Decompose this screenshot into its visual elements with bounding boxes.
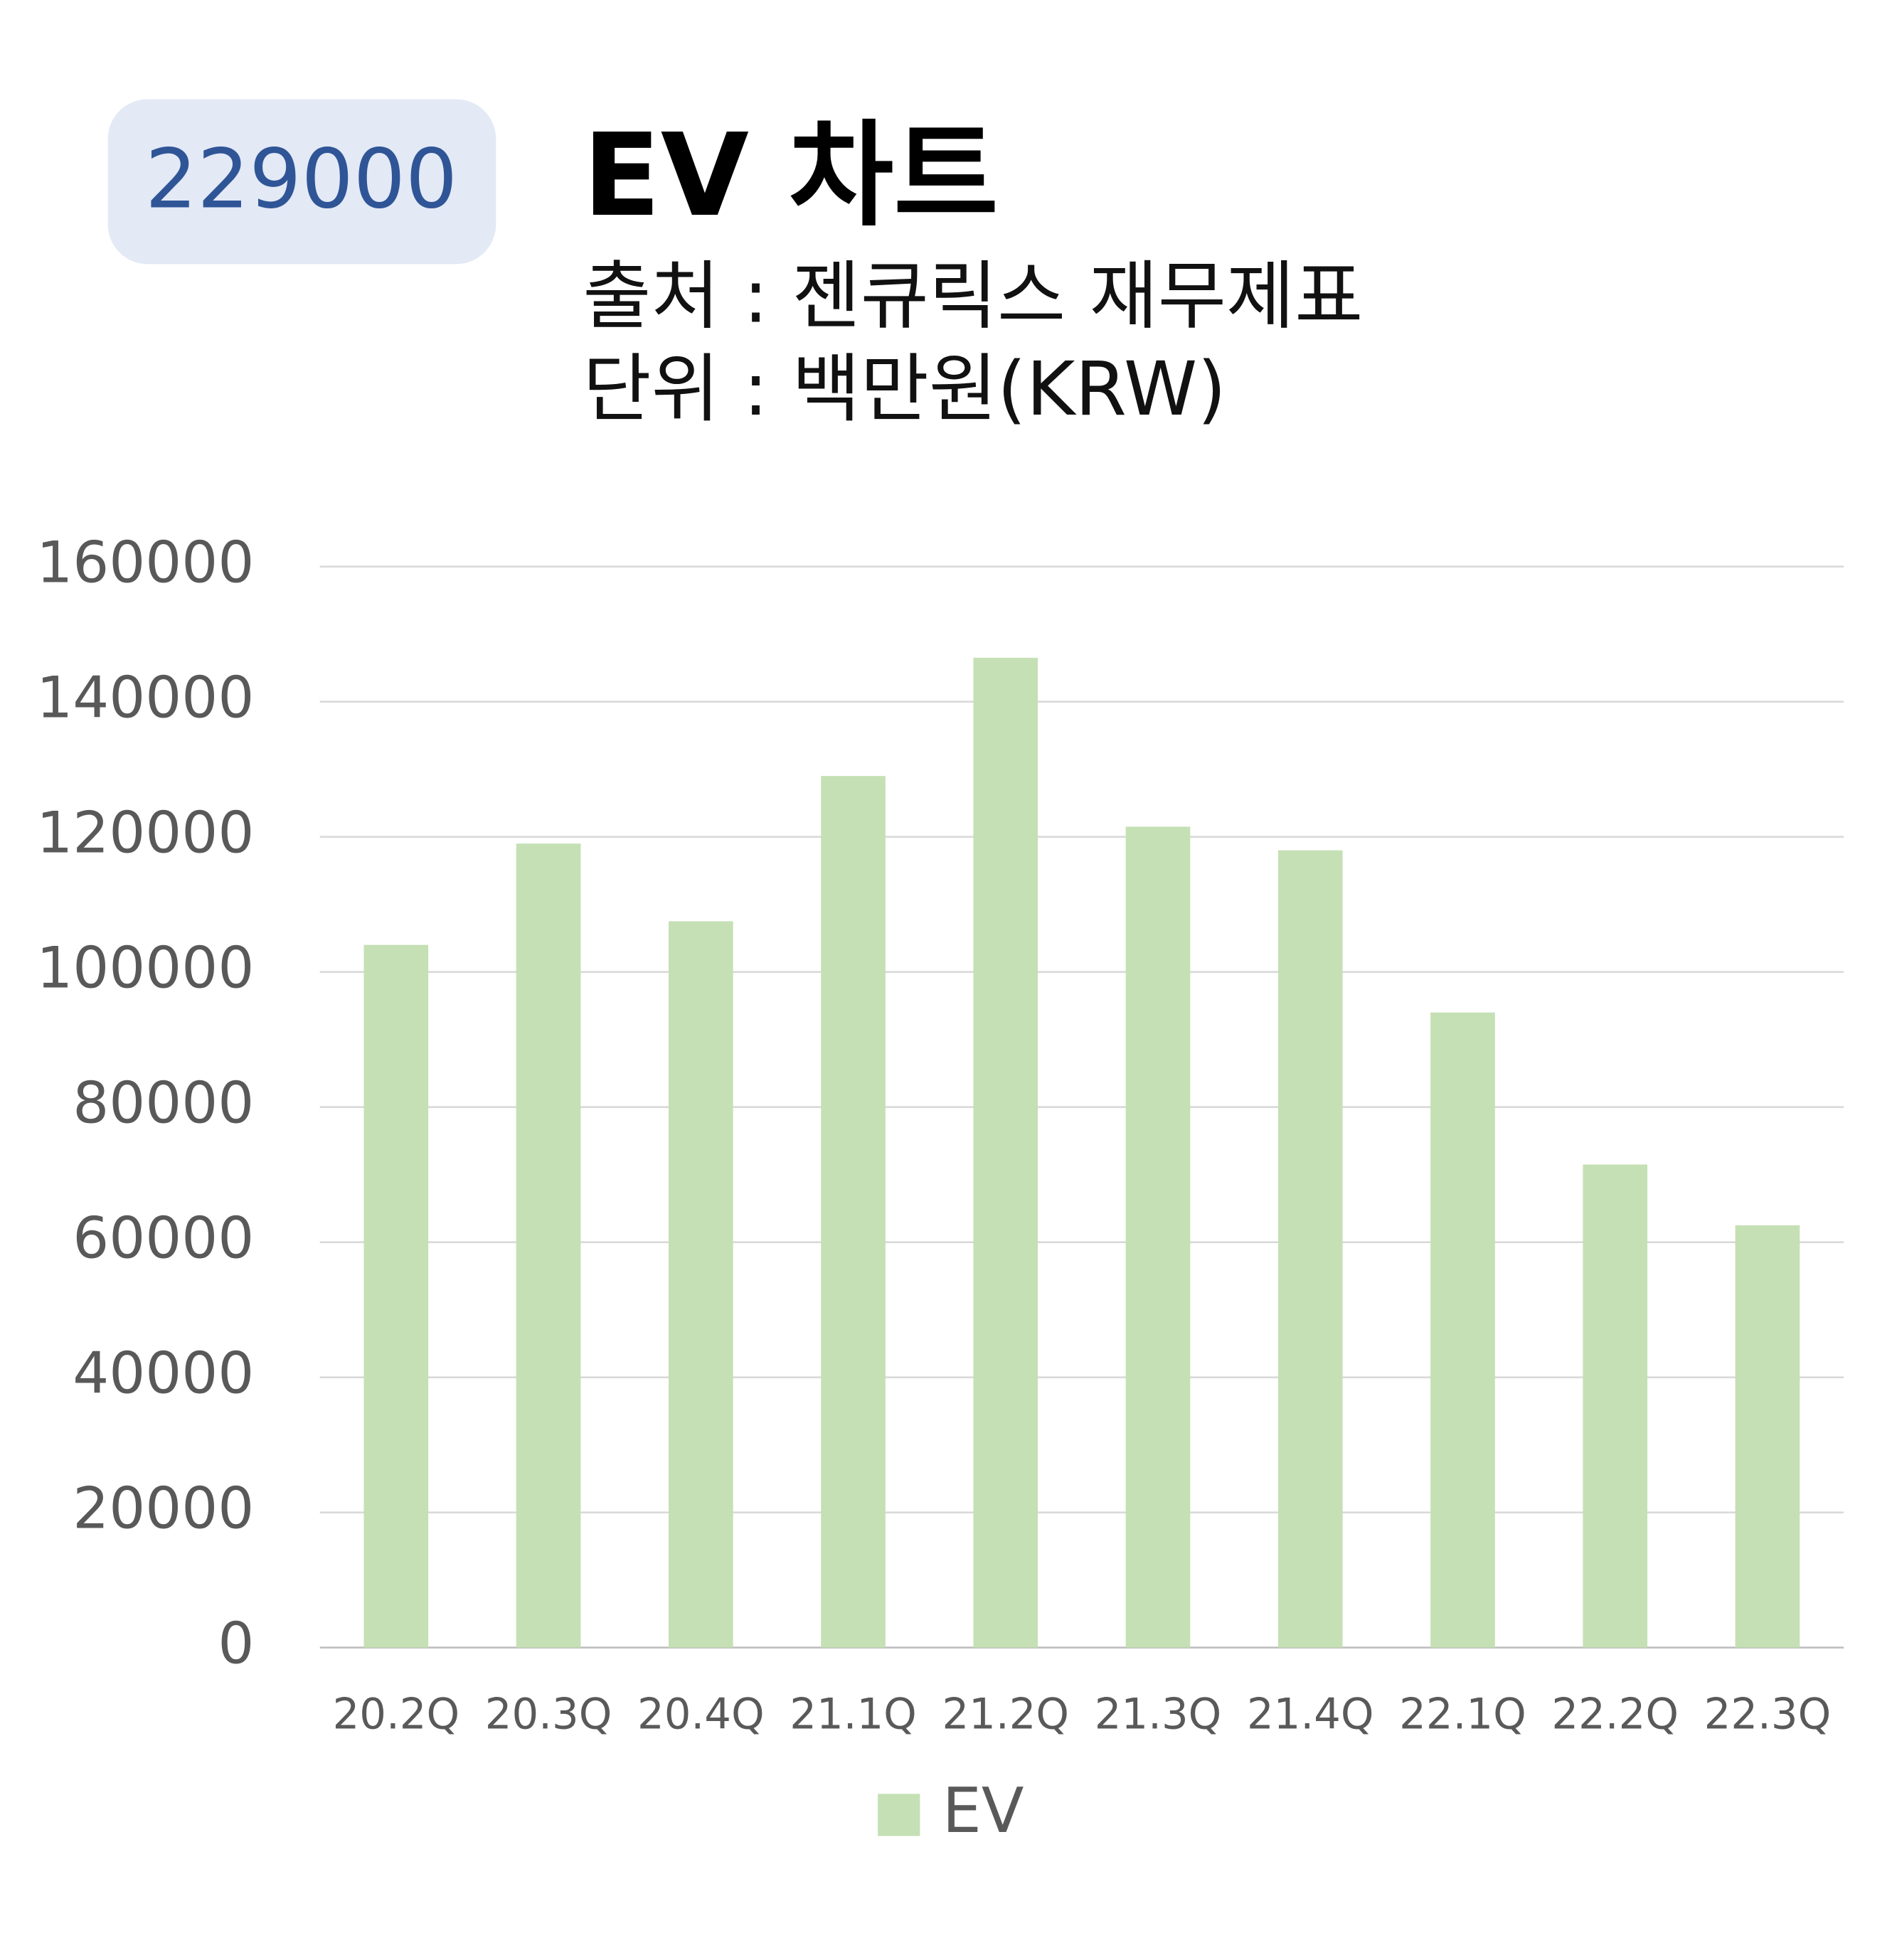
y-tick-label: 100000 (36, 935, 254, 1001)
y-tick-label: 40000 (73, 1341, 254, 1407)
y-tick-label: 160000 (36, 530, 254, 596)
x-tick-label: 21.1Q (790, 1689, 917, 1738)
subtitle: 단위 : 백만원(KRW) (583, 346, 1226, 432)
badge-text: 229000 (145, 132, 457, 228)
legend-label: EV (942, 1774, 1024, 1847)
x-tick-label: 22.3Q (1704, 1689, 1832, 1738)
bar (668, 921, 733, 1648)
y-tick-label: 20000 (73, 1476, 254, 1542)
x-tick-label: 21.4Q (1247, 1689, 1374, 1738)
x-tick-label: 22.2Q (1551, 1689, 1679, 1738)
bar (1583, 1164, 1648, 1648)
x-tick-label: 20.3Q (485, 1689, 612, 1738)
bar (1735, 1225, 1800, 1648)
y-tick-label: 80000 (73, 1070, 254, 1136)
x-tick-label: 22.1Q (1399, 1689, 1526, 1738)
bar (363, 944, 429, 1648)
chart-title: EV 차트 (583, 109, 999, 242)
x-tick-label: 20.2Q (333, 1689, 460, 1738)
badge (107, 99, 496, 265)
bar (516, 843, 581, 1648)
bar (1125, 826, 1191, 1648)
y-tick-label: 140000 (36, 665, 254, 731)
y-tick-label: 0 (218, 1611, 254, 1677)
y-tick-label: 60000 (73, 1205, 254, 1272)
x-tick-label: 21.3Q (1095, 1689, 1222, 1738)
bar (973, 657, 1038, 1648)
subtitle: 출처 : 젠큐릭스 재무제표 (583, 252, 1363, 339)
bar (1277, 850, 1343, 1648)
bar (821, 776, 886, 1648)
x-tick-label: 21.2Q (942, 1689, 1069, 1738)
x-tick-label: 20.4Q (637, 1689, 765, 1738)
y-tick-label: 120000 (36, 800, 254, 866)
bar (1430, 1012, 1495, 1648)
legend-swatch (878, 1794, 920, 1836)
